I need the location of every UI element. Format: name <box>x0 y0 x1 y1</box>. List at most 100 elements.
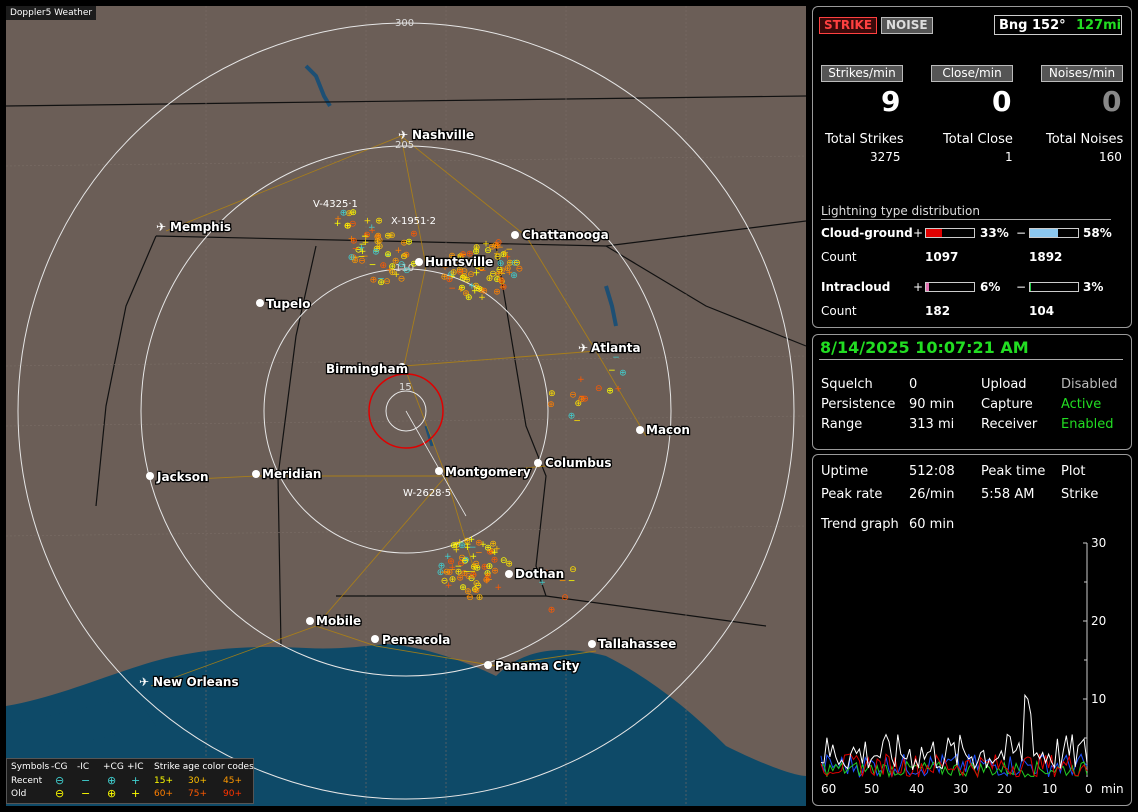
strike-marker: ⊖ <box>441 576 449 586</box>
svg-text:Columbus: Columbus <box>545 456 612 470</box>
receiver-value: Enabled <box>1061 417 1114 432</box>
strike-marker: ⊕ <box>410 259 418 269</box>
svg-text:Panama City: Panama City <box>495 659 580 673</box>
strike-marker: ⊕ <box>377 278 385 288</box>
range-ring-110 <box>263 268 549 554</box>
strike-marker: ⊖ <box>383 277 391 287</box>
strike-marker: ⊕ <box>464 587 472 597</box>
trend-line <box>820 693 1088 770</box>
strike-marker: ⊕ <box>350 253 358 263</box>
strike-marker: + <box>393 270 401 280</box>
strike-marker: ⊕ <box>548 606 556 616</box>
strike-marker: ⊕ <box>547 400 555 410</box>
strike-marker: + <box>453 546 461 556</box>
cg-pos-count: 1097 <box>925 250 959 264</box>
svg-text:Macon: Macon <box>646 423 690 437</box>
strike-marker: ⊕ <box>458 541 466 551</box>
strike-marker: + <box>449 563 457 573</box>
svg-text:✈: ✈ <box>578 341 588 355</box>
strike-marker: ⊕ <box>472 282 480 292</box>
strike-marker: ⊖ <box>349 220 357 230</box>
strike-marker: + <box>362 238 370 248</box>
strike-marker: − <box>464 540 472 550</box>
strike-marker: + <box>483 577 491 587</box>
strike-marker: − <box>442 568 450 578</box>
trend-panel: Uptime 512:08 Peak time Plot Peak rate 2… <box>812 454 1132 806</box>
cg-pos-bar <box>925 228 975 238</box>
ic-pos-count: 182 <box>925 304 951 318</box>
ic-neg-pct: 3% <box>1083 280 1104 294</box>
strike-marker: + <box>359 247 367 257</box>
strike-marker: + <box>445 581 453 591</box>
legend-old-ic-neg-icon: − <box>81 787 91 800</box>
svg-text:Jackson: Jackson <box>156 470 209 484</box>
strike-marker: ⊕ <box>493 288 501 298</box>
svg-text:✈: ✈ <box>139 675 149 689</box>
legend-old-label: Old <box>11 789 27 799</box>
total-noises-label: Total Noises <box>1046 132 1124 147</box>
svg-text:✈: ✈ <box>156 220 166 234</box>
strike-marker: ⊕ <box>578 395 586 405</box>
strike-marker: − <box>455 562 463 572</box>
strike-marker: ⊕ <box>480 286 488 296</box>
strike-marker: ⊖ <box>496 265 504 275</box>
city-dothan: Dothan <box>505 566 565 582</box>
legend-recent-label: Recent <box>11 776 43 786</box>
svg-text:Mobile: Mobile <box>316 614 361 628</box>
range-value: 313 mi <box>909 417 955 432</box>
strike-marker: ⊖ <box>376 236 384 246</box>
strike-marker: + <box>444 552 452 562</box>
strike-marker: ⊖ <box>484 246 492 256</box>
persistence-value: 90 min <box>909 397 955 412</box>
trend-graph-value[interactable]: 60 min <box>909 517 955 532</box>
ic-pos-sign: + <box>913 280 924 294</box>
trend-y-tick-20: 20 <box>1091 614 1106 628</box>
legend-cg-neg: -CG <box>51 762 68 772</box>
trend-line <box>820 753 1088 779</box>
strike-marker: ⊕ <box>495 269 503 279</box>
capture-value: Active <box>1061 397 1102 412</box>
city-new-orleans: ✈ New Orleans <box>139 674 240 691</box>
strike-marker: ⊖ <box>475 261 483 271</box>
strike-marker: ⊖ <box>461 267 469 277</box>
cg-neg-bar <box>1029 228 1079 238</box>
strike-marker: ⊕ <box>447 557 455 567</box>
strike-marker: ⊕ <box>376 242 384 252</box>
strike-marker: − <box>568 577 576 587</box>
city-markers: ✈ Nashville ✈ Memphis Chattanooga Huntsvil… <box>139 127 691 691</box>
strike-marker: ⊕ <box>494 242 502 252</box>
range-rings <box>17 22 795 800</box>
strike-marker: ⊕ <box>483 576 491 586</box>
strike-marker: ⊖ <box>358 257 366 267</box>
trend-graph: 30 20 10 60 50 40 30 20 10 0 min <box>820 536 1124 796</box>
cg-neg-count: 1892 <box>1029 250 1063 264</box>
strike-marker: ⊕ <box>498 276 506 286</box>
lightning-map[interactable]: 300 205 110 15 ⊖ − + ⊖ ⊕ − ⊖ ⊖ ⊖ + − ⊖ ⊕ ⊕ ⊕ ⊕ ⊕ ⊕ − ⊕ ⊕ + ⊕ − ⊕… <box>6 6 806 806</box>
strike-marker: ⊖ <box>595 384 603 394</box>
strike-marker: ⊖ <box>403 266 411 276</box>
strike-button[interactable]: STRIKE <box>819 17 878 34</box>
strike-marker: + <box>364 216 372 226</box>
city-tupelo: Tupelo <box>256 296 312 312</box>
plot-value[interactable]: Strike <box>1061 487 1099 502</box>
noise-button[interactable]: NOISE <box>881 17 933 34</box>
strike-marker: + <box>470 552 478 562</box>
noises-per-min-button[interactable]: Noises/min <box>1041 65 1123 82</box>
svg-text:Memphis: Memphis <box>170 220 231 234</box>
trend-y-tick-marks <box>1083 542 1087 739</box>
strike-marker: + <box>493 250 501 260</box>
strike-marker: ⊕ <box>450 268 458 278</box>
strike-marker: ⊕ <box>491 567 499 577</box>
ring-label-15: 15 <box>399 382 412 393</box>
strike-marker: + <box>482 240 490 250</box>
strike-marker: ⊕ <box>486 547 494 557</box>
strike-stats-panel: STRIKE NOISE Bng 152° 127mi Strikes/min … <box>812 6 1132 328</box>
strike-marker: + <box>348 234 356 244</box>
strikes-per-min-button[interactable]: Strikes/min <box>821 65 903 82</box>
strike-marker: − <box>352 253 360 263</box>
trend-x-tick-40: 40 <box>909 782 924 796</box>
close-per-min-button[interactable]: Close/min <box>931 65 1013 82</box>
strike-marker: ⊕ <box>344 222 352 232</box>
strike-marker: ⊖ <box>473 579 481 589</box>
strike-marker: ⊕ <box>475 285 483 295</box>
